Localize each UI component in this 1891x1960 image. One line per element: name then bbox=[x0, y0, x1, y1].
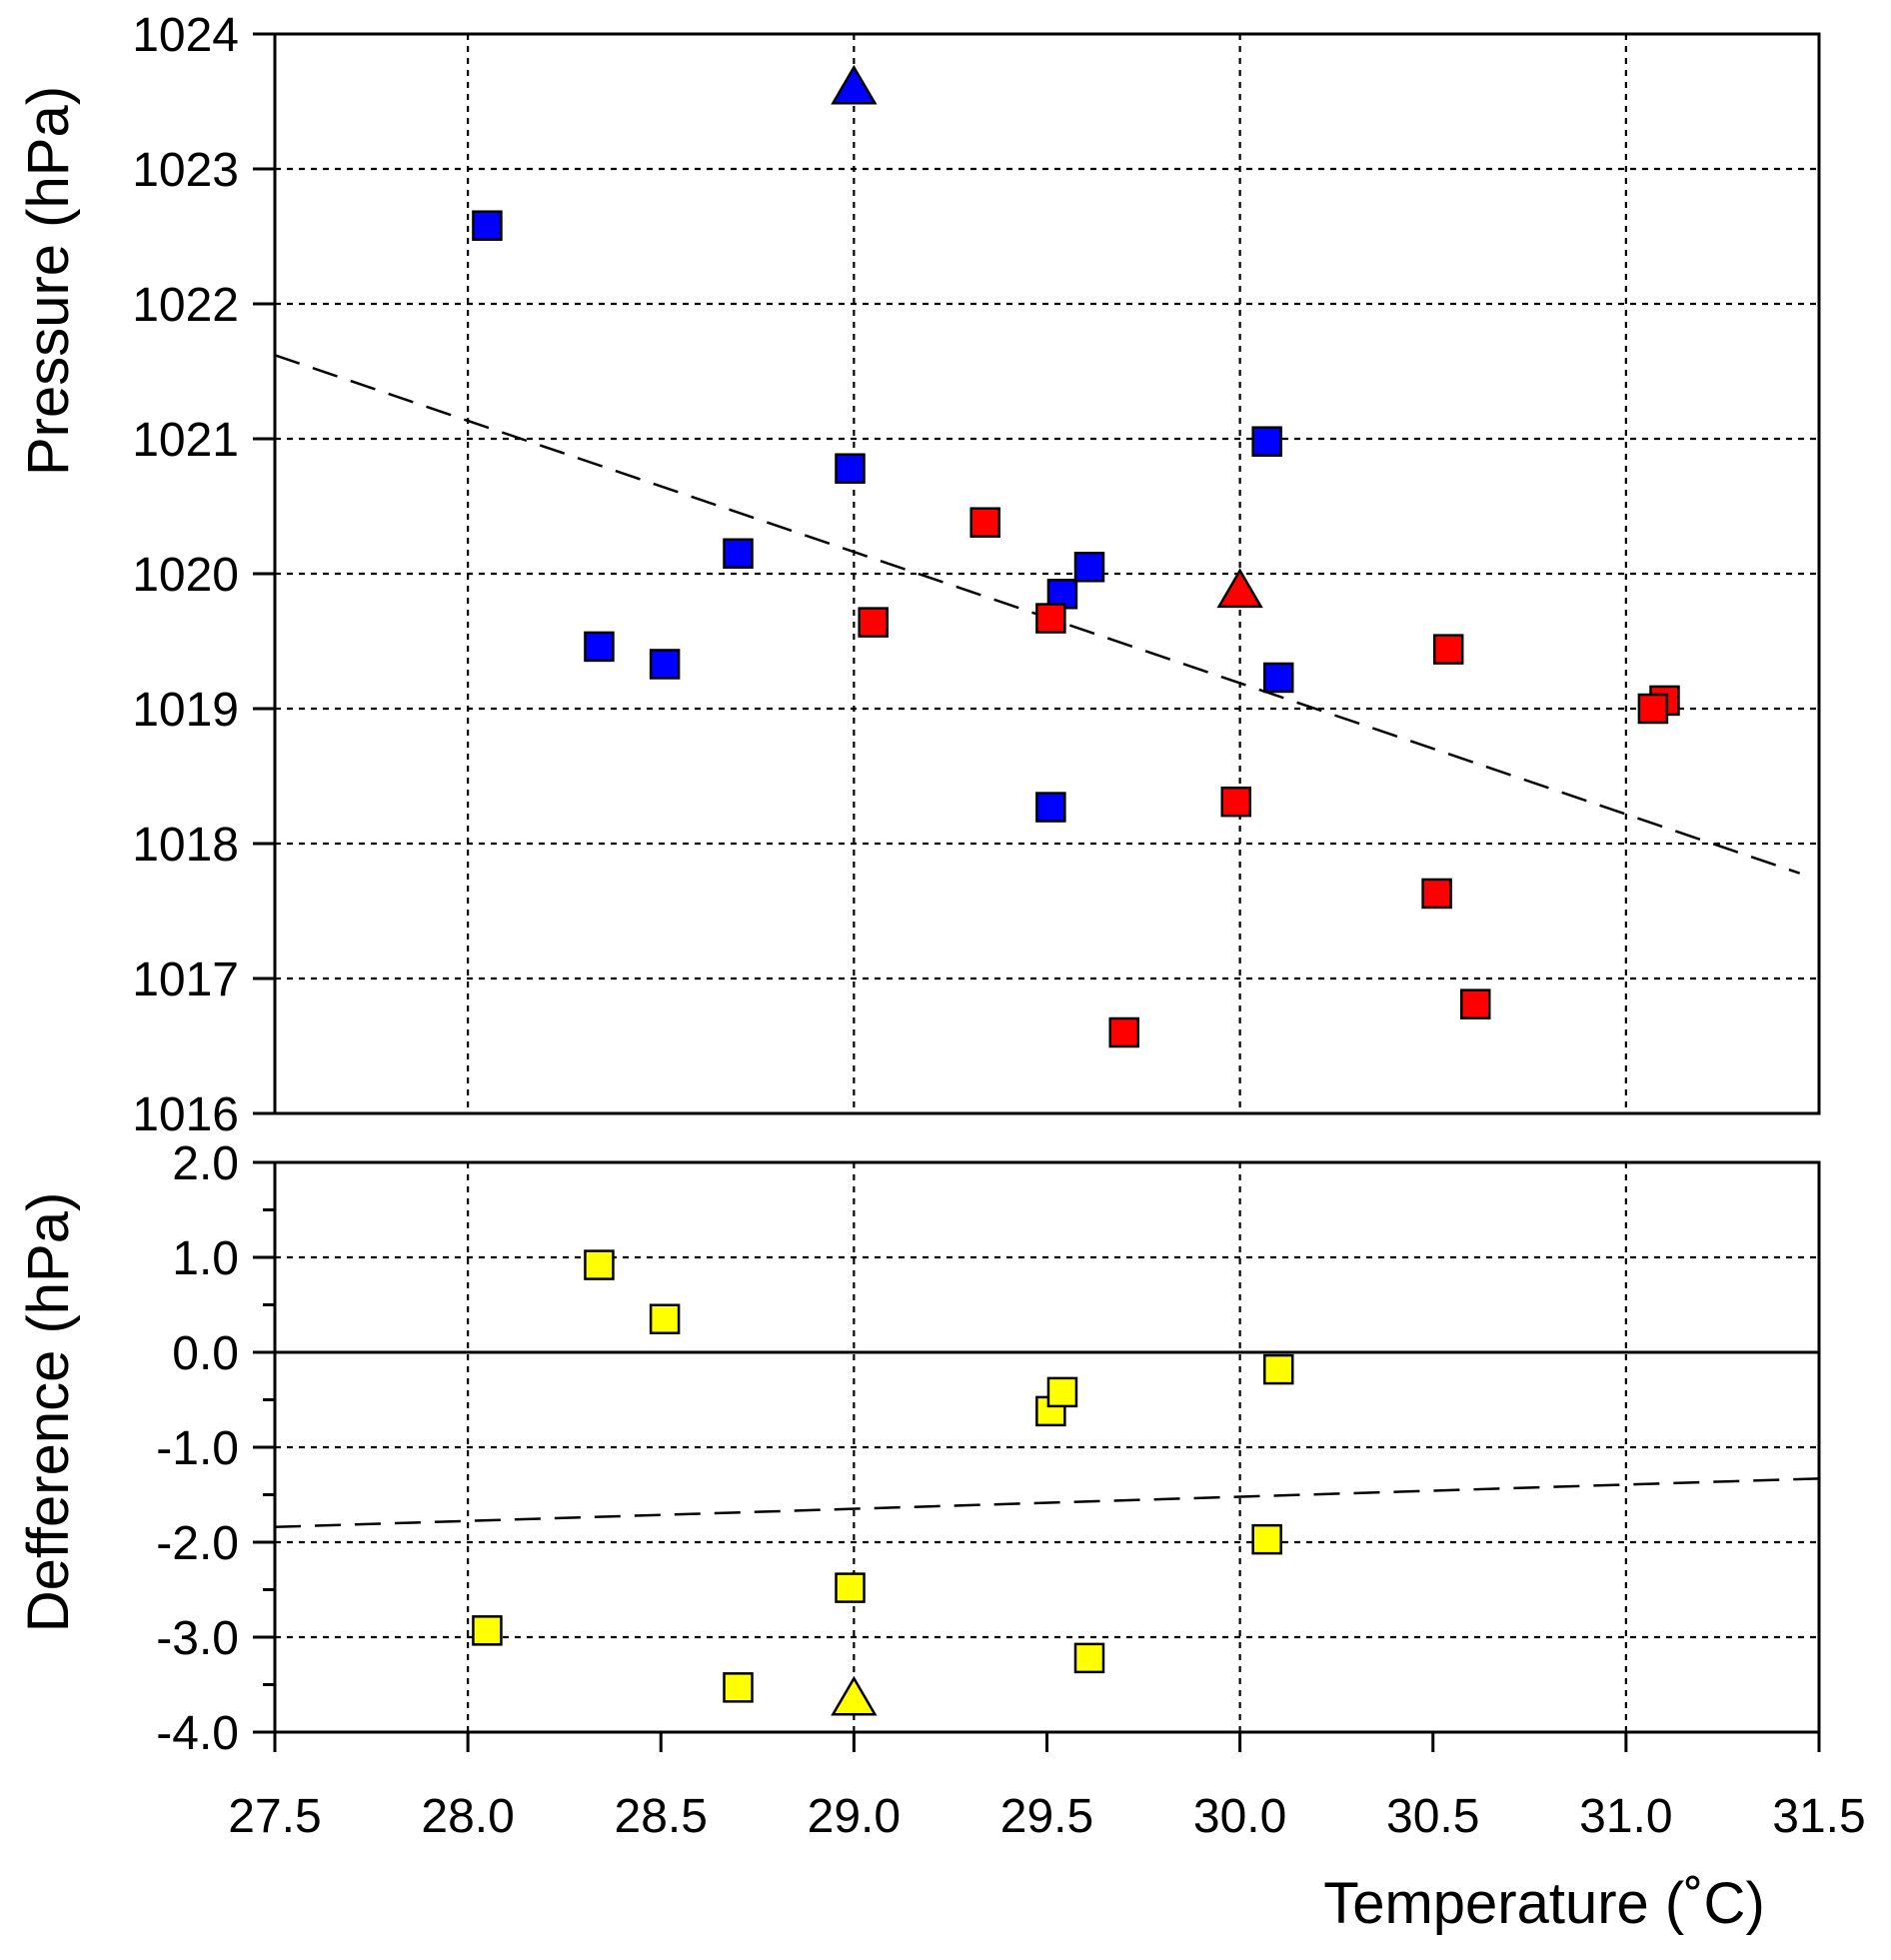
x-tick-label: 29.5 bbox=[1000, 1790, 1093, 1843]
x-tick-label: 30.5 bbox=[1386, 1790, 1479, 1843]
x-axis-title: Temperature (˚C) bbox=[1323, 1871, 1765, 1936]
y-tick-label: 1024 bbox=[132, 9, 239, 62]
y-tick-label: -4.0 bbox=[156, 1707, 239, 1760]
x-tick-label: 29.0 bbox=[808, 1790, 901, 1843]
x-tick-label: 28.0 bbox=[421, 1790, 514, 1843]
y-tick-label: 1020 bbox=[132, 549, 239, 602]
y-tick-label: 1021 bbox=[132, 414, 239, 467]
difference-trendline bbox=[274, 1477, 1820, 1529]
square-marker bbox=[584, 1249, 615, 1280]
y-tick-label: 1023 bbox=[132, 144, 239, 197]
square-marker bbox=[1421, 878, 1452, 910]
y-tick-label: 1022 bbox=[132, 279, 239, 332]
y-tick-label: 1016 bbox=[132, 1088, 239, 1141]
pressure-y-axis-title: Pressure (hPa) bbox=[16, 86, 81, 476]
y-tick-label: 1017 bbox=[132, 954, 239, 1006]
square-marker bbox=[1220, 786, 1252, 818]
square-marker bbox=[1251, 426, 1282, 457]
square-marker bbox=[1035, 792, 1066, 823]
square-marker bbox=[1251, 1523, 1282, 1555]
triangle-marker bbox=[831, 64, 878, 105]
pressure-panel: 1016 1017 1018 1019 1020 1021 1022 1023 1024 Pre… bbox=[16, 9, 1821, 1141]
x-tick-label: 30.0 bbox=[1193, 1790, 1286, 1843]
square-marker bbox=[723, 1672, 754, 1703]
square-marker bbox=[1263, 662, 1294, 694]
square-marker bbox=[584, 631, 615, 663]
y-tick-label: 2.0 bbox=[172, 1137, 239, 1190]
square-marker bbox=[723, 538, 754, 569]
x-tick-label: 27.5 bbox=[228, 1790, 321, 1843]
square-marker bbox=[649, 649, 681, 680]
difference-ticks bbox=[253, 1160, 1821, 1752]
triangle-marker bbox=[1216, 568, 1263, 609]
y-tick-label: 1.0 bbox=[172, 1232, 239, 1285]
difference-panel: -4.0 -3.0 -2.0 -1.0 0.0 1.0 2.0 27.5 28.0 28.5 29… bbox=[16, 1137, 1866, 1936]
difference-y-axis-title: Defference (hPa) bbox=[16, 1192, 81, 1633]
square-marker bbox=[835, 1572, 866, 1603]
x-tick-label: 31.5 bbox=[1772, 1790, 1865, 1843]
pressure-grid bbox=[275, 34, 1819, 1113]
y-tick-label: -1.0 bbox=[156, 1422, 239, 1475]
square-marker bbox=[1432, 634, 1464, 665]
square-marker bbox=[1046, 1376, 1078, 1408]
square-marker bbox=[969, 507, 1000, 538]
square-marker bbox=[835, 453, 866, 484]
y-tick-label: 1019 bbox=[132, 684, 239, 737]
pressure-y-tick-labels: 1016 1017 1018 1019 1020 1021 1022 1023 1024 bbox=[132, 9, 239, 1141]
y-tick-label: -3.0 bbox=[156, 1612, 239, 1665]
square-marker bbox=[649, 1303, 681, 1334]
y-tick-label: 0.0 bbox=[172, 1327, 239, 1380]
square-marker bbox=[1637, 693, 1669, 725]
difference-markers bbox=[472, 1249, 1294, 1716]
square-marker bbox=[1459, 988, 1491, 1019]
pressure-markers bbox=[472, 64, 1680, 1048]
square-marker bbox=[1108, 1016, 1139, 1048]
x-tick-label: 31.0 bbox=[1579, 1790, 1672, 1843]
difference-grid bbox=[275, 1162, 1819, 1732]
square-marker bbox=[1035, 603, 1066, 634]
y-tick-label: 1018 bbox=[132, 819, 239, 872]
difference-y-tick-labels: -4.0 -3.0 -2.0 -1.0 0.0 1.0 2.0 bbox=[156, 1137, 239, 1760]
square-marker bbox=[472, 1615, 503, 1646]
pressure-y-ticks bbox=[253, 32, 275, 1115]
square-marker bbox=[858, 607, 889, 638]
y-tick-label: -2.0 bbox=[156, 1517, 239, 1570]
x-tick-label: 28.5 bbox=[615, 1790, 708, 1843]
square-marker bbox=[1263, 1353, 1294, 1385]
square-marker bbox=[1073, 1642, 1105, 1674]
square-marker bbox=[1073, 552, 1105, 583]
x-tick-labels: 27.5 28.0 28.5 29.0 29.5 30.0 30.5 31.0 31.5 bbox=[228, 1790, 1865, 1843]
square-marker bbox=[472, 210, 503, 241]
triangle-marker bbox=[831, 1675, 878, 1716]
trend-line bbox=[274, 1477, 1820, 1529]
